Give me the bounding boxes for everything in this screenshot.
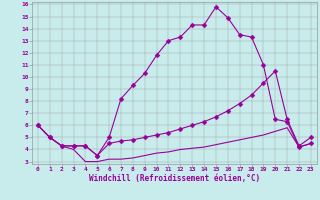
X-axis label: Windchill (Refroidissement éolien,°C): Windchill (Refroidissement éolien,°C)	[89, 174, 260, 183]
